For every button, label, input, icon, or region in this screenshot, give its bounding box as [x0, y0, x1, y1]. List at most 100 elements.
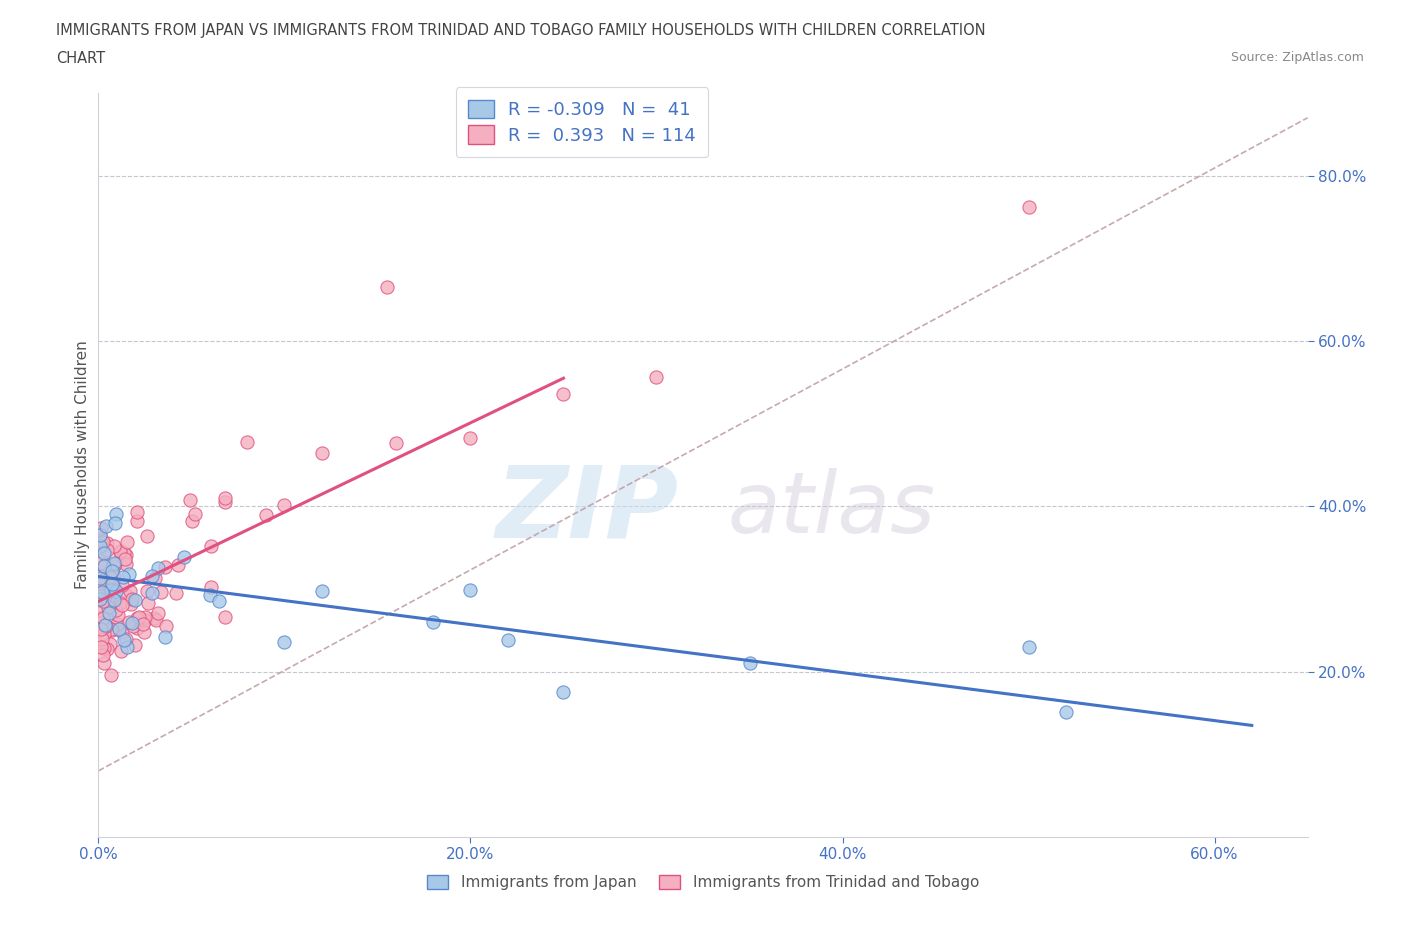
Point — [104, 603, 127, 618]
Point — [93, 656, 115, 671]
Point — [108, 621, 131, 636]
Text: ZIP: ZIP — [496, 461, 679, 558]
Point — [89, 591, 111, 605]
Point — [105, 507, 128, 522]
Point — [112, 545, 135, 560]
Point — [460, 582, 482, 597]
Text: CHART: CHART — [56, 51, 105, 66]
Point — [89, 586, 111, 601]
Point — [118, 566, 141, 581]
Point — [100, 668, 122, 683]
Point — [173, 550, 195, 565]
Point — [93, 627, 115, 642]
Point — [385, 435, 408, 450]
Point — [96, 570, 118, 585]
Point — [105, 617, 128, 631]
Point — [128, 610, 150, 625]
Point — [155, 560, 177, 575]
Point — [89, 568, 111, 583]
Point — [125, 620, 148, 635]
Point — [115, 632, 138, 647]
Point — [94, 519, 117, 534]
Point — [89, 555, 111, 570]
Point — [90, 603, 112, 618]
Point — [1054, 705, 1077, 720]
Point — [93, 640, 115, 655]
Point — [124, 593, 146, 608]
Point — [254, 508, 277, 523]
Point — [98, 605, 121, 620]
Point — [104, 583, 127, 598]
Point — [97, 600, 120, 615]
Point — [96, 586, 118, 601]
Point — [110, 598, 132, 613]
Point — [141, 586, 163, 601]
Point — [114, 551, 136, 566]
Point — [98, 637, 121, 652]
Point — [155, 630, 177, 644]
Point — [98, 569, 121, 584]
Point — [96, 642, 118, 657]
Point — [96, 536, 118, 551]
Point — [553, 684, 575, 699]
Point — [273, 498, 295, 512]
Point — [214, 610, 236, 625]
Point — [103, 579, 125, 594]
Point — [103, 592, 125, 607]
Point — [184, 506, 207, 521]
Point — [93, 611, 115, 626]
Point — [91, 610, 114, 625]
Point — [101, 576, 124, 591]
Point — [273, 634, 295, 649]
Point — [136, 595, 159, 610]
Point — [90, 639, 112, 654]
Point — [103, 538, 125, 553]
Point — [311, 583, 333, 598]
Point — [422, 615, 444, 630]
Point — [93, 591, 115, 605]
Point — [115, 548, 138, 563]
Point — [115, 556, 138, 571]
Point — [150, 585, 173, 600]
Point — [90, 621, 112, 636]
Point — [89, 571, 111, 586]
Point — [143, 570, 166, 585]
Y-axis label: Family Households with Children: Family Households with Children — [75, 340, 90, 590]
Point — [135, 584, 157, 599]
Point — [125, 504, 148, 519]
Point — [208, 593, 231, 608]
Point — [142, 610, 165, 625]
Point — [89, 587, 111, 602]
Point — [146, 561, 169, 576]
Point — [1018, 640, 1040, 655]
Point — [89, 527, 111, 542]
Legend: Immigrants from Japan, Immigrants from Trinidad and Tobago: Immigrants from Japan, Immigrants from T… — [420, 869, 986, 897]
Point — [146, 605, 169, 620]
Point — [115, 535, 138, 550]
Point — [104, 593, 127, 608]
Point — [93, 590, 115, 604]
Point — [112, 569, 135, 584]
Point — [98, 591, 121, 606]
Point — [89, 615, 111, 630]
Point — [89, 591, 111, 606]
Point — [103, 555, 125, 570]
Point — [100, 583, 122, 598]
Point — [125, 513, 148, 528]
Point — [91, 535, 114, 550]
Text: IMMIGRANTS FROM JAPAN VS IMMIGRANTS FROM TRINIDAD AND TOBAGO FAMILY HOUSEHOLDS W: IMMIGRANTS FROM JAPAN VS IMMIGRANTS FROM… — [56, 23, 986, 38]
Point — [118, 615, 141, 630]
Point — [112, 632, 135, 647]
Point — [107, 618, 129, 633]
Point — [460, 431, 482, 445]
Point — [104, 516, 127, 531]
Point — [311, 445, 333, 460]
Point — [134, 613, 156, 628]
Point — [124, 638, 146, 653]
Point — [93, 647, 115, 662]
Point — [94, 618, 117, 632]
Point — [1018, 200, 1040, 215]
Point — [93, 639, 115, 654]
Point — [90, 536, 112, 551]
Point — [125, 611, 148, 626]
